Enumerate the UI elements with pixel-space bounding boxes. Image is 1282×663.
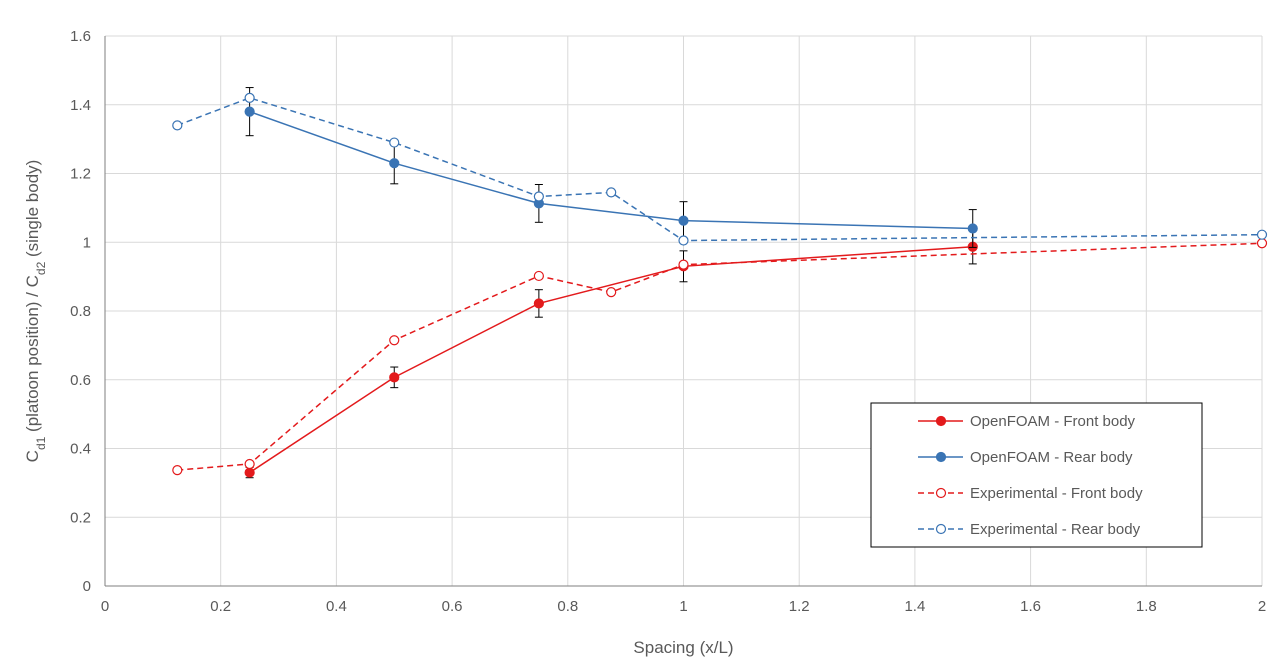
series-3 bbox=[172, 92, 1268, 246]
legend-entry: OpenFOAM - Front body bbox=[918, 413, 1136, 430]
data-point bbox=[389, 335, 400, 346]
x-tick-label: 1.8 bbox=[1136, 598, 1157, 615]
data-point bbox=[678, 259, 689, 270]
tick-labels: 0 0.2 0.4 0.6 0.8 1 1.2 1.4 1.6 1.8 2 0 0.2 0.4 0.6 0.8… bbox=[70, 28, 1266, 615]
data-point bbox=[389, 137, 400, 148]
data-point bbox=[172, 120, 183, 131]
legend-marker bbox=[935, 523, 947, 535]
legend: OpenFOAM - Front body OpenFOAM - Rear bod… bbox=[870, 402, 1203, 548]
legend-entries: OpenFOAM - Front body OpenFOAM - Rear bod… bbox=[918, 413, 1143, 538]
legend-marker bbox=[935, 415, 947, 427]
data-point bbox=[606, 187, 617, 198]
axes bbox=[104, 36, 1262, 587]
series-line bbox=[249, 245, 973, 474]
y-axis-title-part: (single body) bbox=[23, 160, 42, 262]
y-tick-label: 0.8 bbox=[70, 303, 91, 320]
data-point bbox=[244, 92, 255, 103]
legend-label: Experimental - Front body bbox=[970, 485, 1143, 502]
data-point bbox=[244, 467, 255, 478]
data-point bbox=[244, 458, 255, 470]
series-2 bbox=[172, 238, 1268, 476]
y-tick-label: 1 bbox=[83, 234, 91, 251]
legend-label: OpenFOAM - Rear body bbox=[970, 449, 1133, 466]
data-point bbox=[606, 286, 617, 298]
series-1 bbox=[244, 87, 978, 248]
y-tick-label: 0.2 bbox=[70, 509, 91, 526]
x-tick-label: 2 bbox=[1258, 598, 1266, 615]
y-tick-label: 0 bbox=[83, 578, 91, 595]
series-line bbox=[249, 110, 973, 230]
legend-label: Experimental - Rear body bbox=[970, 521, 1141, 538]
data-point bbox=[172, 465, 183, 476]
data-point bbox=[533, 270, 544, 282]
data-series bbox=[172, 87, 1268, 479]
legend-entry: Experimental - Rear body bbox=[918, 521, 1141, 538]
x-tick-label: 0.6 bbox=[442, 598, 463, 615]
legend-box bbox=[870, 402, 1203, 548]
series-line bbox=[177, 97, 1263, 242]
data-point bbox=[389, 158, 400, 169]
legend-entry: OpenFOAM - Rear body bbox=[918, 449, 1133, 466]
x-tick-label: 1 bbox=[679, 598, 687, 615]
y-tick-label: 1.4 bbox=[70, 97, 91, 114]
data-point bbox=[244, 106, 255, 117]
legend-entry: Experimental - Front body bbox=[918, 485, 1143, 502]
y-tick-label: 0.6 bbox=[70, 372, 91, 389]
x-tick-label: 1.2 bbox=[789, 598, 810, 615]
legend-label: OpenFOAM - Front body bbox=[970, 413, 1136, 430]
data-point bbox=[389, 372, 400, 383]
data-point bbox=[1256, 229, 1268, 240]
legend-marker bbox=[935, 451, 947, 463]
y-axis-title-part: (platoon position) / C bbox=[23, 275, 42, 437]
data-point bbox=[533, 298, 544, 309]
data-point bbox=[533, 191, 544, 202]
data-point bbox=[678, 235, 689, 246]
series-0 bbox=[244, 229, 978, 479]
x-tick-label: 1.6 bbox=[1020, 598, 1041, 615]
x-tick-label: 0.2 bbox=[210, 598, 231, 615]
x-axis-title: Spacing (x/L) bbox=[633, 638, 733, 657]
x-tick-label: 0.4 bbox=[326, 598, 347, 615]
y-tick-label: 1.2 bbox=[70, 166, 91, 183]
y-axis-title-subscript: d2 bbox=[34, 261, 48, 275]
x-tick-label: 0.8 bbox=[557, 598, 578, 615]
y-axis-title-part: C bbox=[23, 450, 42, 462]
data-point bbox=[967, 223, 978, 234]
y-tick-label: 1.6 bbox=[70, 28, 91, 45]
data-point bbox=[1256, 238, 1268, 249]
data-point bbox=[678, 215, 689, 226]
x-tick-label: 1.4 bbox=[904, 598, 925, 615]
y-axis-title: Cd1 (platoon position) / Cd2 (single bod… bbox=[23, 160, 48, 463]
x-tick-label: 0 bbox=[101, 598, 109, 615]
y-tick-label: 0.4 bbox=[70, 441, 91, 458]
legend-marker bbox=[935, 487, 947, 499]
y-axis-title-subscript: d1 bbox=[34, 436, 48, 450]
